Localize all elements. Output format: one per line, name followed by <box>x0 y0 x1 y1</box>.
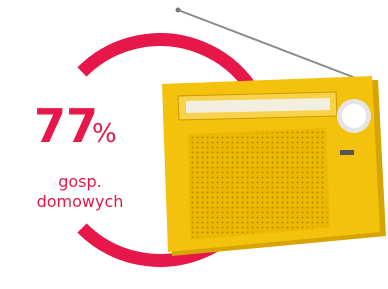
page: {"stat": {"value": "77", "unit": "%", "l… <box>0 0 388 289</box>
knob <box>342 104 366 128</box>
stat-unit: % <box>92 119 117 149</box>
stat-value: 77 <box>34 99 98 153</box>
badge <box>340 150 354 155</box>
stat-label: domowych <box>37 192 124 211</box>
stat-label: gosp. <box>58 172 102 191</box>
infographic: 77 % gosp. domowych <box>0 0 388 289</box>
grille-dots <box>190 130 328 238</box>
antenna-tip <box>176 8 181 13</box>
